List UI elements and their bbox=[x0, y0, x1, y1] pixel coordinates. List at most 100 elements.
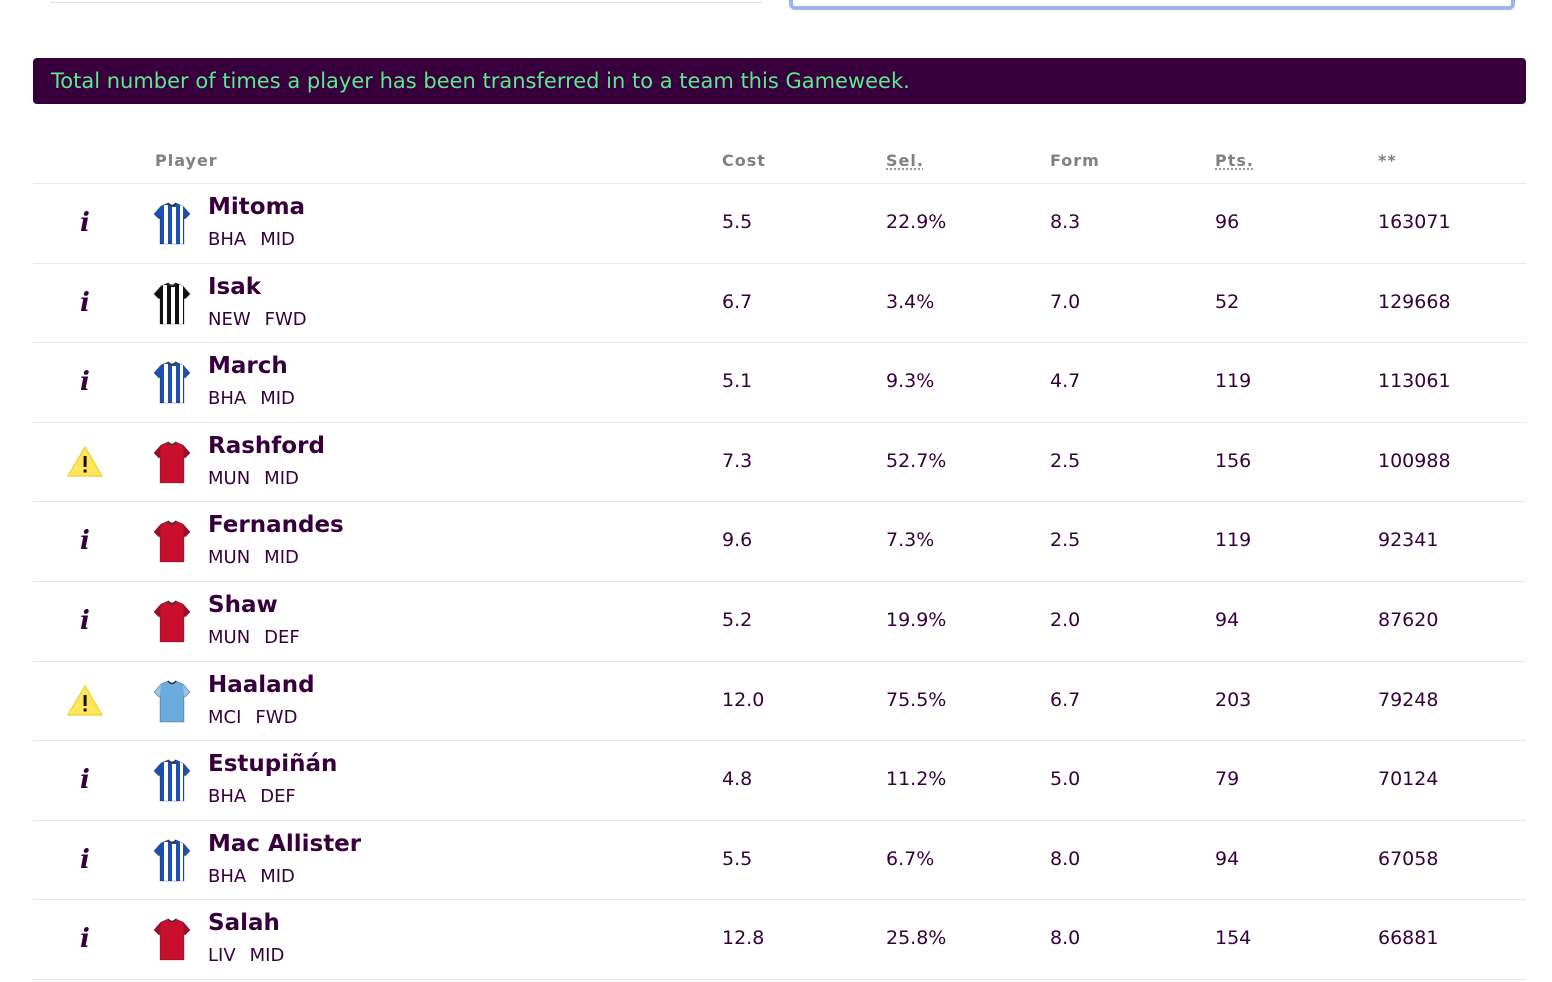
info-icon[interactable]: i bbox=[80, 208, 90, 238]
player-team: MUN bbox=[208, 467, 251, 489]
table-header: Player Cost Sel. Form Pts. ** bbox=[33, 140, 1526, 184]
table-row[interactable]: i Shaw MUN DEF 5.2 19.9% 2.0 94 87620 bbox=[33, 582, 1526, 662]
player-transfers: 163071 bbox=[1378, 211, 1451, 233]
player-points: 79 bbox=[1215, 768, 1240, 791]
player-position: MID bbox=[260, 865, 295, 887]
player-team: MUN bbox=[208, 626, 251, 648]
player-meta: BHA MID bbox=[208, 229, 295, 250]
player-cost: 12.0 bbox=[722, 688, 765, 711]
table-row[interactable]: i Mac Allister BHA MID 5.5 6.7% 8.0 94 67058 bbox=[33, 821, 1526, 901]
info-icon[interactable]: i bbox=[80, 526, 90, 557]
player-name[interactable]: Rashford bbox=[208, 432, 325, 459]
team-shirt-icon bbox=[153, 598, 191, 644]
warning-icon[interactable] bbox=[63, 445, 107, 479]
table-row[interactable]: i March BHA MID 5.1 9.3% 4.7 119 113061 bbox=[33, 343, 1526, 423]
player-meta: BHA MID bbox=[208, 866, 295, 887]
player-points: 203 bbox=[1215, 688, 1252, 711]
player-position: MID bbox=[249, 945, 285, 967]
player-meta: LIV MID bbox=[208, 945, 284, 966]
player-name[interactable]: Mitoma bbox=[208, 194, 306, 220]
table-row[interactable]: i Estupiñán BHA DEF 4.8 11.2% 5.0 79 70124 bbox=[33, 741, 1526, 821]
player-selected: 6.7% bbox=[886, 847, 935, 870]
top-divider bbox=[50, 2, 762, 3]
table-row[interactable]: i Fernandes MUN MID 9.6 7.3% 2.5 119 92341 bbox=[33, 502, 1526, 582]
player-team: BHA bbox=[208, 865, 247, 887]
player-position: DEF bbox=[260, 786, 296, 808]
player-cost: 6.7 bbox=[722, 290, 753, 313]
info-icon[interactable]: i bbox=[80, 844, 90, 875]
player-position: FWD bbox=[264, 308, 307, 330]
player-selected: 7.3% bbox=[886, 529, 935, 552]
info-icon[interactable]: i bbox=[80, 765, 90, 796]
player-form: 2.0 bbox=[1050, 608, 1081, 631]
player-selected: 52.7% bbox=[886, 449, 947, 472]
player-meta: MUN DEF bbox=[208, 627, 300, 648]
player-transfers: 129668 bbox=[1378, 290, 1451, 313]
header-transfers[interactable]: ** bbox=[1378, 151, 1397, 170]
player-name[interactable]: Haaland bbox=[208, 671, 315, 698]
filter-box[interactable] bbox=[789, 0, 1515, 10]
player-cost: 5.1 bbox=[722, 370, 753, 393]
table-body: i Mitoma BHA MID 5.5 22.9% 8.3 96 163071 i Isak NEW… bbox=[33, 184, 1526, 980]
team-shirt-icon bbox=[153, 200, 191, 246]
player-position: MID bbox=[264, 467, 299, 489]
player-points: 156 bbox=[1215, 449, 1252, 472]
player-transfers: 66881 bbox=[1378, 927, 1439, 950]
team-shirt-icon bbox=[153, 678, 191, 724]
player-form: 2.5 bbox=[1050, 529, 1081, 552]
table-row[interactable]: Haaland MCI FWD 12.0 75.5% 6.7 203 79248 bbox=[33, 662, 1526, 742]
team-shirt-icon bbox=[153, 916, 191, 962]
team-shirt-icon bbox=[153, 359, 191, 405]
player-name[interactable]: Salah bbox=[208, 910, 280, 937]
player-form: 8.0 bbox=[1050, 847, 1081, 870]
table-row[interactable]: i Salah LIV MID 12.8 25.8% 8.0 154 66881 bbox=[33, 900, 1526, 980]
info-icon[interactable]: i bbox=[80, 367, 90, 398]
player-transfers: 67058 bbox=[1378, 847, 1439, 870]
player-selected: 75.5% bbox=[886, 688, 947, 711]
player-form: 7.0 bbox=[1050, 290, 1081, 313]
info-banner: Total number of times a player has been … bbox=[33, 58, 1526, 104]
player-selected: 25.8% bbox=[886, 927, 947, 950]
header-cost[interactable]: Cost bbox=[722, 151, 766, 170]
player-name[interactable]: March bbox=[208, 353, 288, 380]
player-team: BHA bbox=[208, 786, 247, 808]
player-meta: MUN MID bbox=[208, 547, 299, 568]
player-form: 8.0 bbox=[1050, 927, 1081, 950]
header-points[interactable]: Pts. bbox=[1215, 151, 1254, 170]
player-position: FWD bbox=[255, 706, 298, 728]
warning-icon[interactable] bbox=[63, 684, 107, 718]
player-name[interactable]: Mac Allister bbox=[208, 830, 362, 857]
info-icon[interactable]: i bbox=[80, 287, 90, 318]
header-selected[interactable]: Sel. bbox=[886, 151, 924, 170]
player-team: BHA bbox=[208, 229, 247, 250]
player-transfers: 92341 bbox=[1378, 529, 1439, 552]
player-name[interactable]: Estupiñán bbox=[208, 751, 338, 778]
team-shirt-icon bbox=[153, 757, 191, 803]
player-transfers: 70124 bbox=[1378, 768, 1439, 791]
player-cost: 5.5 bbox=[722, 847, 753, 870]
info-icon[interactable]: i bbox=[80, 605, 90, 636]
player-selected: 11.2% bbox=[886, 768, 947, 791]
info-icon[interactable]: i bbox=[80, 924, 90, 955]
team-shirt-icon bbox=[153, 439, 191, 485]
player-position: MID bbox=[260, 388, 295, 410]
player-name[interactable]: Isak bbox=[208, 273, 262, 300]
team-shirt-icon bbox=[153, 280, 191, 326]
table-row[interactable]: i Isak NEW FWD 6.7 3.4% 7.0 52 129668 bbox=[33, 264, 1526, 344]
player-points: 52 bbox=[1215, 290, 1240, 313]
team-shirt-icon bbox=[153, 837, 191, 883]
player-name[interactable]: Fernandes bbox=[208, 512, 344, 539]
header-form[interactable]: Form bbox=[1050, 151, 1100, 170]
player-meta: MCI FWD bbox=[208, 707, 297, 728]
player-team: NEW bbox=[208, 308, 251, 330]
player-form: 5.0 bbox=[1050, 768, 1081, 791]
player-name[interactable]: Shaw bbox=[208, 591, 278, 618]
player-selected: 3.4% bbox=[886, 290, 935, 313]
table-row[interactable]: i Mitoma BHA MID 5.5 22.9% 8.3 96 163071 bbox=[33, 184, 1526, 264]
player-meta: BHA MID bbox=[208, 388, 295, 409]
team-shirt-icon bbox=[153, 518, 191, 564]
table-row[interactable]: Rashford MUN MID 7.3 52.7% 2.5 156 100988 bbox=[33, 423, 1526, 503]
player-form: 8.3 bbox=[1050, 211, 1081, 233]
player-team: MCI bbox=[208, 706, 242, 728]
player-cost: 7.3 bbox=[722, 449, 753, 472]
